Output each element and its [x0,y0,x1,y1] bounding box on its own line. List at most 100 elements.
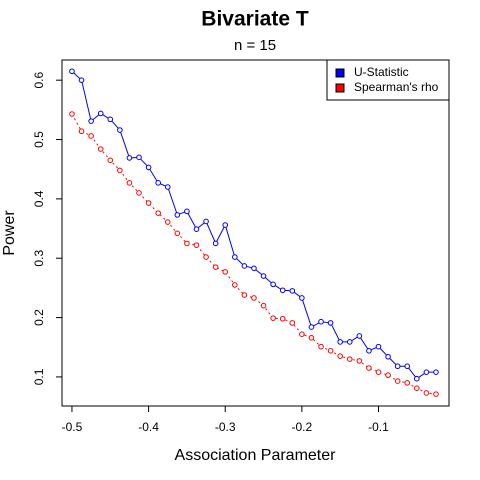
point [366,365,372,371]
y-tick-label: 0.4 [32,190,46,207]
y-tick-label: 0.2 [32,309,46,326]
point [279,315,286,322]
point [155,210,161,216]
point [164,219,171,225]
x-tick-label: -0.5 [62,420,83,434]
point [232,254,238,260]
legend-label: U-Statistic [354,65,409,79]
point [414,385,420,391]
point [184,208,190,215]
point [155,180,161,186]
point [270,281,276,288]
point [97,110,104,117]
point [327,348,334,354]
legend-swatch [335,68,345,78]
legend-box [326,59,450,101]
point [260,273,267,279]
point [308,334,315,341]
point [126,155,133,161]
point [78,77,85,83]
plot-frame [61,59,450,407]
x-tick-label: -0.2 [292,420,313,434]
point [241,292,248,298]
point [423,369,430,375]
point [251,265,257,272]
point [337,353,343,359]
point [346,339,353,345]
y-tick-label: 0.1 [32,368,46,385]
point [394,363,401,370]
point [145,200,152,206]
point [126,180,133,186]
x-tick-label: -0.4 [138,420,159,434]
point [145,164,152,171]
point [299,331,305,337]
point [327,320,334,326]
point [346,356,353,362]
point [385,372,391,378]
point [375,343,382,350]
point [375,369,382,375]
point [212,240,219,247]
y-tick-label: 0.3 [32,250,46,267]
chart-subtitle: n = 15 [234,37,276,54]
point [251,295,257,301]
legend-label: Spearman's rho [354,80,439,94]
legend-swatch [335,83,345,93]
chart-title: Bivariate T [201,8,309,31]
point [356,333,363,339]
point [69,111,75,117]
point [270,315,276,321]
y-axis-label: Power [1,210,18,256]
point [117,167,123,174]
point [308,324,315,330]
point [289,320,296,326]
point [174,212,181,218]
point [107,157,114,164]
point [136,154,142,161]
y-tick-label: 0.6 [32,72,46,89]
point [78,128,85,135]
point [184,240,190,247]
point [107,116,114,123]
point [136,190,142,196]
point [222,269,229,275]
point [203,218,209,225]
point [193,226,200,232]
point [299,295,305,301]
point [394,378,401,384]
point [356,358,363,364]
point [414,375,420,382]
point [289,288,296,294]
x-tick-label: -0.1 [368,420,389,434]
point [222,222,229,228]
point [232,282,238,288]
point [203,254,209,260]
point [241,263,248,269]
point [193,242,200,248]
x-axis-label: Association Parameter [175,447,337,464]
point [69,68,75,75]
point [212,264,219,270]
point [88,133,94,139]
point [404,363,411,370]
point [337,339,343,345]
point [423,390,430,396]
y-tick-label: 0.5 [32,131,46,148]
point [318,318,324,325]
point [366,348,372,354]
point [318,343,324,350]
point [404,380,411,386]
point [97,146,104,152]
point [433,391,439,397]
point [88,118,94,124]
x-tick-label: -0.3 [215,420,236,434]
point [260,302,267,309]
series-line [71,113,437,395]
point [279,287,286,294]
point [385,353,391,360]
point [433,369,439,375]
point [164,184,171,190]
point [117,127,123,133]
